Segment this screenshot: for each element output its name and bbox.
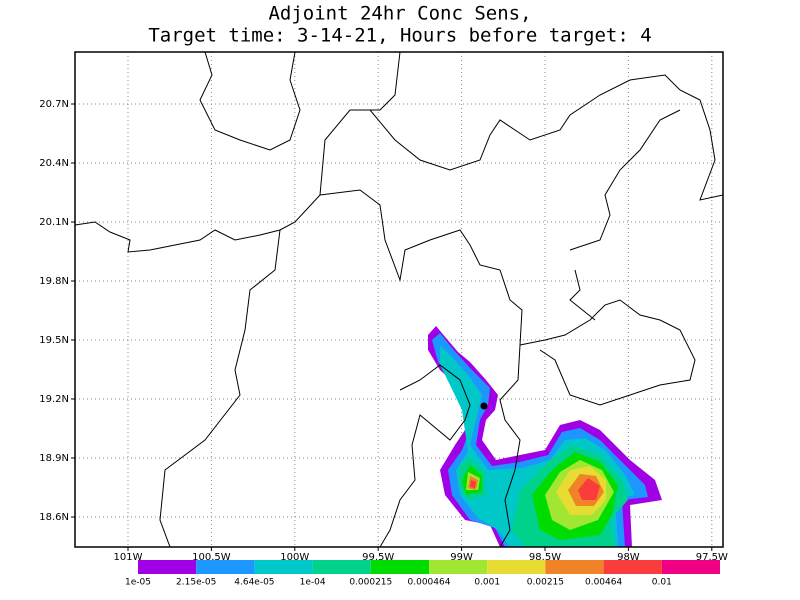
lat-label: 18.9N xyxy=(39,453,69,464)
lat-label: 19.8N xyxy=(39,276,69,287)
colorbar-swatch xyxy=(312,560,371,574)
colorbar-swatch xyxy=(545,560,604,574)
colorbar-swatch xyxy=(603,560,662,574)
colorbar-label: 0.00215 xyxy=(527,578,564,588)
borders xyxy=(74,51,724,548)
colorbar-swatch xyxy=(661,560,720,574)
lon-label: 100.5W xyxy=(192,552,231,563)
lon-label: 100W xyxy=(280,552,309,563)
colorbar-label: 0.001 xyxy=(474,578,500,588)
title-line: Target time: 3-14-21, Hours before targe… xyxy=(148,25,651,47)
lat-label: 18.6N xyxy=(39,512,69,523)
colorbar: 1e-05 2.15e-05 4.64e-05 1e-04 0.000215 0.0004… xyxy=(125,560,720,588)
lon-label: 98.5W xyxy=(529,552,561,563)
lon-label: 99W xyxy=(450,552,473,563)
map-frame xyxy=(74,51,724,548)
lon-label: 98W xyxy=(617,552,640,563)
colorbar-label: 0.01 xyxy=(652,578,672,588)
colorbar-swatch xyxy=(487,560,546,574)
lat-label: 20.1N xyxy=(39,217,69,228)
sensitivity-field xyxy=(428,326,662,547)
axes: 20.7N 20.4N 20.1N 19.8N 19.5N 19.2N 18.9N 18.6N… xyxy=(39,99,728,563)
colorbar-label: 4.64e-05 xyxy=(234,578,274,588)
lat-label: 19.2N xyxy=(39,394,69,405)
title-line: Adjoint 24hr Conc Sens, xyxy=(268,3,531,25)
lon-label: 101W xyxy=(114,552,143,563)
colorbar-swatch xyxy=(138,560,197,574)
lat-label: 20.7N xyxy=(39,99,69,110)
colorbar-label: 1e-04 xyxy=(300,578,326,588)
colorbar-swatch xyxy=(429,560,488,574)
colorbar-label: 1e-05 xyxy=(125,578,151,588)
colorbar-swatch xyxy=(196,560,255,574)
colorbar-swatch xyxy=(254,560,313,574)
lon-label: 99.5W xyxy=(362,552,394,563)
colorbar-swatch xyxy=(370,560,429,574)
lat-label: 20.4N xyxy=(39,158,69,169)
colorbar-label: 0.00464 xyxy=(585,578,622,588)
colorbar-label: 2.15e-05 xyxy=(176,578,216,588)
lat-label: 19.5N xyxy=(39,335,69,346)
colorbar-label: 0.000215 xyxy=(349,578,392,588)
lon-label: 97.5W xyxy=(696,552,728,563)
colorbar-label: 0.000464 xyxy=(408,578,451,588)
